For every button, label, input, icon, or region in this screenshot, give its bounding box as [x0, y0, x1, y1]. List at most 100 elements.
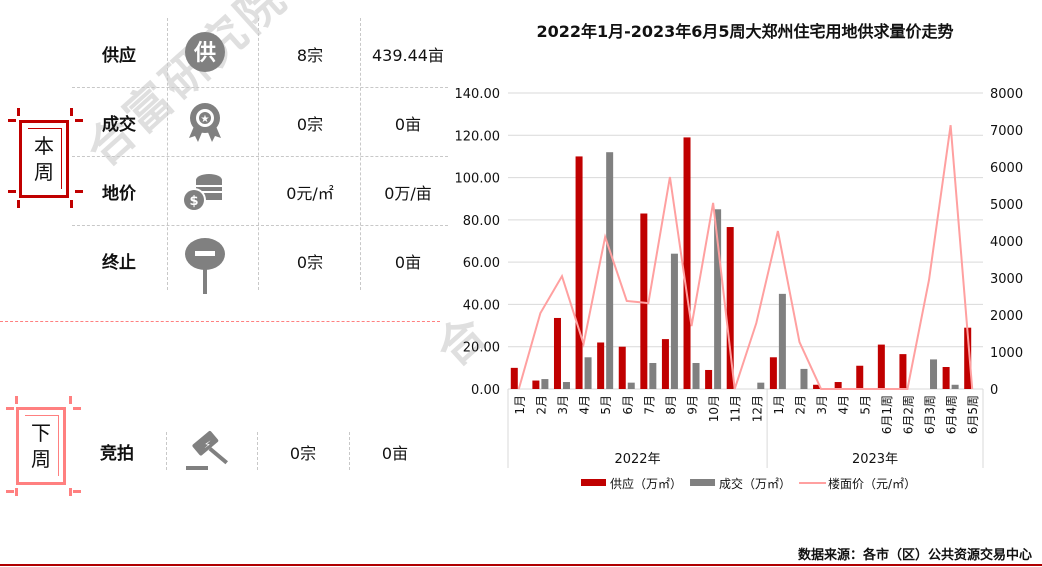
bar-supply — [964, 327, 972, 389]
y-right-tick-label: 4000 — [990, 235, 1023, 250]
next-week-char: 周 — [31, 447, 51, 471]
x-tick-label: 5月 — [599, 395, 613, 415]
bar-supply — [856, 365, 864, 389]
auction-area: 0亩 — [381, 444, 409, 463]
x-tick-label: 3月 — [556, 395, 570, 415]
y-left-tick-label: 100.00 — [455, 172, 501, 187]
bar-deal — [930, 359, 938, 389]
line-floor-price — [517, 125, 974, 390]
bar-supply — [661, 339, 669, 389]
svg-text:供: 供 — [193, 40, 216, 66]
row-label: 竞拍 — [100, 444, 134, 464]
deal-area: 0亩 — [394, 115, 422, 134]
y-right-tick-label: 0 — [990, 383, 998, 398]
auction-gavel-icon: ⚡ — [186, 428, 230, 472]
x-tick-label: 11月 — [729, 395, 743, 422]
bar-supply — [899, 354, 907, 389]
x-tick-label: 8月 — [664, 395, 678, 415]
legend-swatch — [690, 479, 716, 486]
bar-supply — [769, 357, 777, 389]
bar-deal — [714, 209, 722, 389]
bar-supply — [726, 227, 734, 389]
x-tick-label: 4月 — [837, 395, 851, 415]
bar-supply — [553, 317, 561, 389]
x-tick-label: 3月 — [815, 395, 829, 415]
bar-deal — [757, 382, 765, 389]
bar-supply — [834, 382, 842, 389]
y-right-tick-label: 1000 — [990, 346, 1023, 361]
legend-swatch — [581, 479, 606, 486]
x-tick-label: 2月 — [793, 395, 807, 415]
y-left-tick-label: 120.00 — [455, 129, 501, 144]
bar-supply — [705, 369, 713, 389]
bar-deal — [541, 379, 549, 389]
y-left-tick-label: 20.00 — [463, 341, 500, 356]
x-tick-label: 5月 — [858, 395, 872, 415]
price-per-mu: 0万/亩 — [384, 184, 432, 203]
next-week-char: 下 — [31, 421, 51, 445]
bar-deal — [627, 382, 635, 389]
x-tick-label: 4月 — [578, 395, 592, 415]
next-week-badge: 下 周 — [16, 407, 66, 485]
bar-deal — [951, 384, 959, 389]
x-group-label: 2023年 — [852, 452, 898, 467]
x-tick-label: 6月2周 — [901, 395, 915, 434]
data-source: 数据来源：各市（区）公共资源交易中心 — [797, 548, 1032, 563]
bar-supply — [942, 367, 950, 389]
supply-badge-icon: 供 — [183, 30, 227, 74]
bar-supply — [597, 342, 605, 389]
bar-supply — [683, 137, 691, 389]
y-left-tick-label: 60.00 — [463, 256, 500, 271]
bar-supply — [575, 156, 583, 389]
svg-text:★: ★ — [201, 114, 210, 125]
supply-count: 8宗 — [296, 46, 324, 65]
bar-supply — [813, 384, 821, 389]
bar-deal — [606, 152, 614, 389]
bar-deal — [778, 293, 786, 389]
deal-count: 0宗 — [296, 115, 324, 134]
section-divider — [0, 321, 440, 322]
svg-text:$: $ — [189, 194, 198, 209]
x-tick-label: 9月 — [686, 395, 700, 415]
terminated-area: 0亩 — [394, 253, 422, 272]
terminated-count: 0宗 — [296, 253, 324, 272]
y-left-tick-label: 140.00 — [455, 87, 501, 102]
this-week-char: 周 — [34, 160, 54, 184]
x-tick-label: 6月3周 — [923, 395, 937, 434]
bar-deal — [800, 368, 808, 389]
this-week-badge: 本 周 — [19, 120, 69, 198]
bar-supply — [532, 380, 540, 389]
bottom-rule — [0, 564, 1042, 566]
bar-supply — [618, 346, 626, 389]
y-right-tick-label: 3000 — [990, 272, 1023, 287]
legend-label: 成交（万㎡） — [719, 476, 791, 491]
x-tick-label: 6月1周 — [880, 395, 894, 434]
coins-dollar-icon: $ — [181, 170, 225, 214]
x-tick-label: 6月4周 — [945, 395, 959, 434]
y-left-tick-label: 0.00 — [471, 383, 500, 398]
row-label: 供应 — [102, 46, 136, 66]
bar-deal — [692, 362, 700, 389]
bar-deal — [584, 357, 592, 389]
row-label: 成交 — [102, 115, 136, 135]
chart-title: 2022年1月-2023年6月5周大郑州住宅用地供求量价走势 — [536, 22, 954, 41]
bar-deal — [562, 382, 570, 389]
supply-area: 439.44亩 — [372, 46, 444, 65]
bar-deal — [670, 253, 678, 389]
x-tick-label: 7月 — [642, 395, 656, 415]
x-tick-label: 2月 — [534, 395, 548, 415]
y-right-tick-label: 7000 — [990, 124, 1023, 139]
bar-supply — [877, 344, 885, 389]
x-tick-label: 1月 — [513, 395, 527, 415]
y-right-tick-label: 2000 — [990, 309, 1023, 324]
x-tick-label: 6月5周 — [966, 395, 980, 434]
this-week-char: 本 — [34, 134, 54, 158]
award-ribbon-icon: ★ — [183, 100, 227, 144]
auction-count: 0宗 — [289, 444, 317, 463]
row-label: 终止 — [102, 253, 136, 273]
stop-sign-icon — [183, 236, 227, 294]
legend-label: 楼面价（元/㎡） — [828, 476, 916, 491]
y-right-tick-label: 8000 — [990, 87, 1023, 102]
